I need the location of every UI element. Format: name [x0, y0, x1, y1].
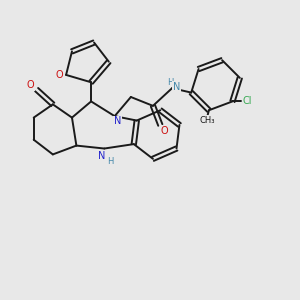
Text: H: H: [167, 78, 174, 87]
Text: Cl: Cl: [242, 96, 252, 106]
Text: CH₃: CH₃: [200, 116, 215, 125]
Text: N: N: [114, 116, 121, 126]
Text: N: N: [98, 151, 105, 161]
Text: H: H: [107, 157, 113, 166]
Text: N: N: [173, 82, 180, 92]
Text: O: O: [27, 80, 34, 90]
Text: O: O: [56, 70, 63, 80]
Text: O: O: [161, 126, 169, 136]
